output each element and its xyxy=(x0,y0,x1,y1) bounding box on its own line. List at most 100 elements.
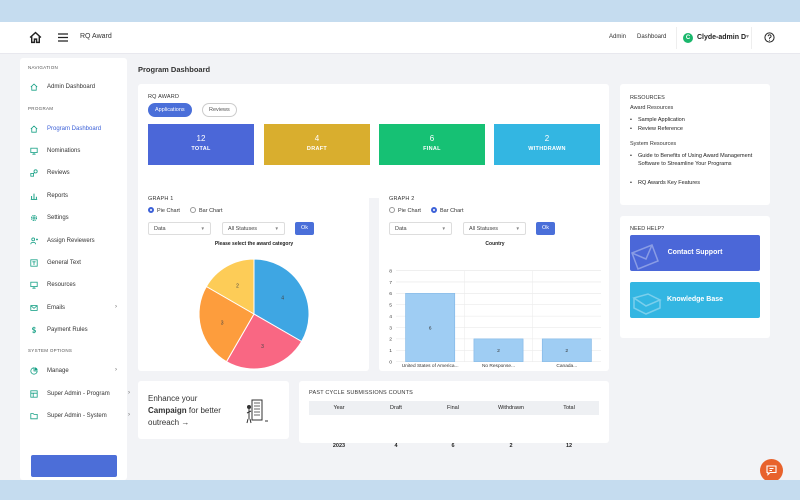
sidebar-item-assign-reviewers[interactable]: Assign Reviewers xyxy=(30,234,127,248)
pie-slice-label: 3 xyxy=(221,321,224,327)
stat-draft[interactable]: 4 DRAFT xyxy=(264,124,370,165)
sidebar-item-super-admin-system[interactable]: Super Admin - System › xyxy=(30,409,130,423)
table-cell-total: 12 xyxy=(565,443,573,449)
chat-button[interactable] xyxy=(760,459,783,480)
sidebar-item-super-admin-program[interactable]: Super Admin - Program › xyxy=(30,387,130,401)
ok-button[interactable]: Ok xyxy=(536,222,555,235)
home-icon[interactable] xyxy=(29,31,42,44)
pie-chart: Please select the award category 4 3 3 2 xyxy=(198,241,310,370)
chevron-right-icon: › xyxy=(128,390,130,396)
page-title: Program Dashboard xyxy=(138,65,211,74)
top-bar: RQ Award Admin Dashboard C Clyde-admin D… xyxy=(0,22,800,54)
sidebar-item-label: Nominations xyxy=(47,148,81,154)
stat-label: WITHDRAWN xyxy=(528,146,566,152)
knowledge-base-button[interactable]: Knowledge Base xyxy=(630,282,760,318)
past-cycle-card: PAST CYCLE SUBMISSIONS COUNTS Year Draft… xyxy=(299,381,609,449)
help-circle-icon[interactable] xyxy=(764,32,775,43)
sidebar-item-label: Settings xyxy=(47,215,69,221)
tab-reviews[interactable]: Reviews xyxy=(202,103,237,117)
resource-link-sample-application[interactable]: Sample Application xyxy=(630,117,760,125)
user-menu[interactable]: C Clyde-admin D ▼ xyxy=(676,27,752,49)
stat-value: 2 xyxy=(544,134,550,143)
y-tick-label: 3 xyxy=(389,325,392,331)
hamburger-menu-icon[interactable] xyxy=(57,32,69,43)
status-select[interactable]: All Statuses ▼ xyxy=(463,222,526,235)
sidebar-item-settings[interactable]: Settings xyxy=(30,211,127,225)
resource-link-guide[interactable]: Guide to Benefits of Using Award Managem… xyxy=(630,153,760,168)
table-header-final: Final xyxy=(447,405,459,411)
sidebar-section-navigation: NAVIGATION xyxy=(28,65,59,70)
bar[interactable] xyxy=(405,293,456,362)
sidebar-item-general-text[interactable]: General Text xyxy=(30,256,127,270)
avatar: C xyxy=(683,33,693,43)
sidebar-item-emails[interactable]: Emails › xyxy=(30,301,127,315)
bar-value-label: 2 xyxy=(565,348,568,354)
bar-chart-icon xyxy=(30,193,38,200)
graph1-title: GRAPH 1 xyxy=(148,196,174,202)
status-select[interactable]: All Statuses ▼ xyxy=(222,222,285,235)
graph1-card: GRAPH 1 Pie Chart Bar Chart Data ▼ All St… xyxy=(138,186,369,371)
bar-chart: Country 0 1 2 3 4 5 6 7 8 6 2 2 United States of Ame… xyxy=(389,241,601,369)
nav-link-dashboard[interactable]: Dashboard xyxy=(637,34,667,40)
sidebar-item-label: Super Admin - System xyxy=(47,413,107,419)
pie-slice[interactable] xyxy=(198,285,255,363)
promo-text: Enhance your Campaign for better outreac… xyxy=(148,394,221,427)
table-header-total: Total xyxy=(563,405,575,411)
y-tick-label: 8 xyxy=(389,269,392,275)
x-tick-label: No Response... xyxy=(482,363,515,369)
nav-link-admin[interactable]: Admin xyxy=(609,34,627,40)
gear-icon xyxy=(30,214,38,222)
system-resources-heading: System Resources xyxy=(630,141,677,147)
y-tick-label: 1 xyxy=(389,348,392,354)
radio-bar-chart[interactable]: Bar Chart xyxy=(190,207,223,214)
sidebar-action-button[interactable] xyxy=(31,455,117,477)
sidebar-item-resources[interactable]: Resources xyxy=(30,278,127,292)
radio-pie-chart[interactable]: Pie Chart xyxy=(148,207,180,214)
x-tick-label: United States of America... xyxy=(402,363,459,369)
graph2-title: GRAPH 2 xyxy=(389,196,415,202)
chevron-down-icon: ▼ xyxy=(200,226,205,231)
sidebar-item-payment-rules[interactable]: Payment Rules xyxy=(30,323,127,337)
promo-card[interactable]: Enhance your Campaign for better outreac… xyxy=(138,381,289,439)
bar-value-label: 2 xyxy=(497,348,500,354)
stat-value: 4 xyxy=(314,134,320,143)
pie-slice[interactable] xyxy=(205,258,255,315)
resources-card: RESOURCES Award Resources Sample Applica… xyxy=(620,84,770,205)
chevron-down-icon: ▼ xyxy=(274,226,279,231)
sidebar-item-reviews[interactable]: Reviews xyxy=(30,166,127,180)
stat-final[interactable]: 6 FINAL xyxy=(379,124,485,165)
sidebar-item-nominations[interactable]: Nominations xyxy=(30,144,127,158)
sidebar-item-reports[interactable]: Reports xyxy=(30,189,127,203)
y-tick-label: 4 xyxy=(389,314,392,320)
bar[interactable] xyxy=(473,338,524,362)
sidebar-item-program-dashboard[interactable]: Program Dashboard xyxy=(30,122,127,136)
pie-slice[interactable] xyxy=(225,313,303,370)
contact-support-button[interactable]: Contact Support xyxy=(630,235,760,271)
sidebar-item-admin-dashboard[interactable]: Admin Dashboard xyxy=(30,80,127,94)
text-icon xyxy=(30,259,38,267)
data-select[interactable]: Data ▼ xyxy=(148,222,211,235)
resource-link-review-reference[interactable]: Review Reference xyxy=(630,126,760,134)
monitor-icon xyxy=(30,281,38,289)
pie-icon xyxy=(30,367,38,375)
stat-label: FINAL xyxy=(423,146,441,152)
sidebar-item-manage[interactable]: Manage › xyxy=(30,364,127,378)
ok-button[interactable]: Ok xyxy=(295,222,314,235)
tab-applications[interactable]: Applications xyxy=(148,103,192,117)
stat-total[interactable]: 12 TOTAL xyxy=(148,124,254,165)
sidebar-item-label: Emails xyxy=(47,305,66,311)
data-select[interactable]: Data ▼ xyxy=(389,222,452,235)
resource-link-key-features[interactable]: RQ Awards Key Features xyxy=(630,180,760,188)
y-tick-label: 0 xyxy=(389,360,392,366)
y-tick-label: 5 xyxy=(389,303,392,309)
radio-pie-chart[interactable]: Pie Chart xyxy=(389,207,421,214)
radio-bar-chart[interactable]: Bar Chart xyxy=(431,207,464,214)
stat-withdrawn[interactable]: 2 WITHDRAWN xyxy=(494,124,600,165)
chevron-right-icon: › xyxy=(115,367,117,373)
rq-award-card: RQ AWARD Applications Reviews 12 TOTAL 4… xyxy=(138,84,609,198)
pie-slice[interactable] xyxy=(253,258,310,343)
mail-icon xyxy=(30,305,38,311)
need-help-card: NEED HELP? Contact Support Knowledge Bas… xyxy=(620,216,770,338)
bar[interactable] xyxy=(541,338,592,362)
table-header-draft: Draft xyxy=(390,405,402,411)
